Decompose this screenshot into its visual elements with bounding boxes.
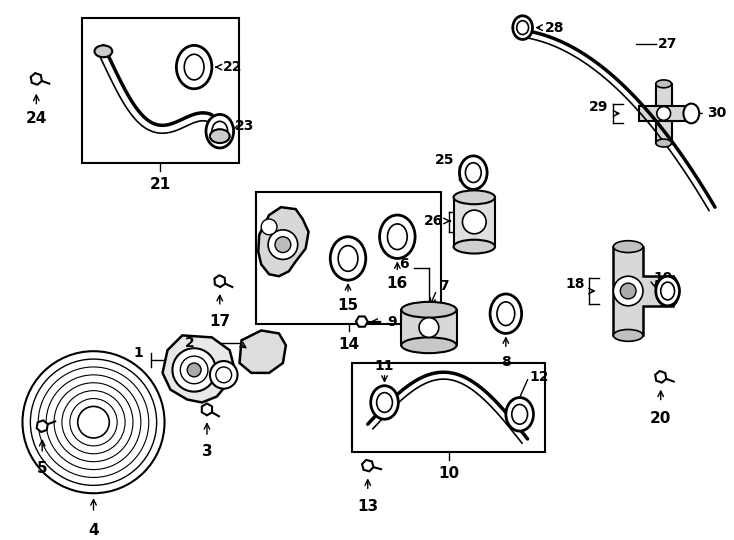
Ellipse shape [666,276,678,306]
Text: 19: 19 [654,271,673,285]
Text: 30: 30 [707,106,727,120]
Text: 24: 24 [26,111,47,126]
Text: 28: 28 [545,21,565,35]
Ellipse shape [338,246,358,271]
Polygon shape [31,73,42,85]
Text: 2: 2 [184,336,194,350]
Ellipse shape [379,215,415,259]
Ellipse shape [176,45,212,89]
Polygon shape [614,247,672,335]
Text: 27: 27 [658,37,677,51]
Text: 23: 23 [235,119,254,133]
Ellipse shape [388,224,407,249]
Ellipse shape [655,276,680,306]
Text: 25: 25 [435,153,454,167]
Ellipse shape [512,404,528,424]
Text: 13: 13 [357,499,378,514]
Circle shape [419,318,439,338]
Circle shape [172,348,216,392]
Ellipse shape [517,21,528,35]
Ellipse shape [454,240,495,253]
Text: 6: 6 [399,258,409,272]
Ellipse shape [95,45,112,57]
Text: 29: 29 [589,99,608,113]
Circle shape [210,361,238,389]
Text: 22: 22 [222,60,242,74]
Text: 12: 12 [529,370,549,384]
Ellipse shape [454,191,495,204]
Ellipse shape [184,54,204,80]
Ellipse shape [212,122,228,141]
Circle shape [614,276,643,306]
Circle shape [620,283,636,299]
Polygon shape [239,330,286,373]
Ellipse shape [459,156,487,190]
Ellipse shape [401,338,457,353]
Polygon shape [258,207,308,276]
Ellipse shape [661,282,675,300]
Text: 17: 17 [209,314,230,329]
Bar [655,84,672,143]
Circle shape [216,367,232,383]
Circle shape [261,219,277,235]
Ellipse shape [210,129,230,143]
Circle shape [181,356,208,384]
Circle shape [187,363,201,377]
Bar [256,192,440,323]
Polygon shape [362,460,374,471]
Ellipse shape [490,294,522,333]
Bar [639,105,688,122]
Polygon shape [655,371,666,383]
Ellipse shape [206,114,233,148]
Polygon shape [356,316,368,327]
Bar [401,310,457,345]
Text: 3: 3 [202,444,212,459]
Ellipse shape [330,237,366,280]
Ellipse shape [506,397,534,431]
Text: 10: 10 [438,465,459,481]
Bar [81,18,239,163]
Ellipse shape [465,163,482,183]
Text: 7: 7 [439,279,448,293]
Polygon shape [37,420,48,432]
Ellipse shape [614,241,643,253]
Ellipse shape [497,302,515,326]
Circle shape [462,210,486,234]
Text: 1: 1 [133,346,143,360]
Ellipse shape [683,104,700,123]
Polygon shape [202,403,212,415]
Ellipse shape [655,139,672,147]
Text: 20: 20 [650,411,672,427]
Text: 4: 4 [88,523,99,538]
Text: 11: 11 [375,359,394,373]
Text: 5: 5 [37,461,48,476]
Text: 26: 26 [424,214,444,228]
Text: 15: 15 [338,298,359,313]
Bar [352,363,545,452]
Text: 18: 18 [565,277,585,291]
Ellipse shape [655,80,672,88]
Bar [454,197,495,247]
Text: 14: 14 [338,338,359,353]
Ellipse shape [513,16,532,39]
Text: 16: 16 [387,276,408,291]
Circle shape [268,230,298,259]
Circle shape [657,106,671,120]
Polygon shape [214,275,225,287]
Text: 9: 9 [388,315,397,329]
Ellipse shape [614,329,643,341]
Text: 8: 8 [501,355,511,369]
Ellipse shape [377,393,393,413]
Ellipse shape [684,105,692,122]
Ellipse shape [401,302,457,318]
Ellipse shape [371,386,399,419]
Polygon shape [162,335,233,402]
Circle shape [275,237,291,253]
Text: 21: 21 [150,177,171,192]
